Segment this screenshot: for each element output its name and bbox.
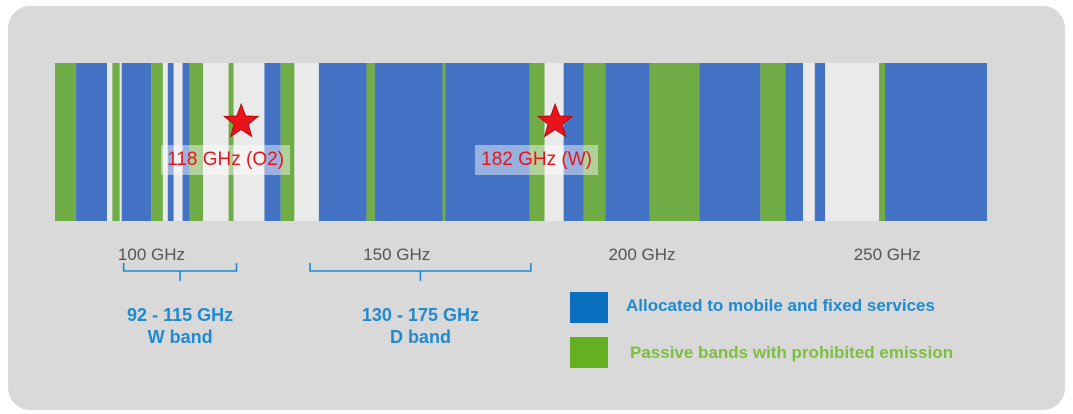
band-allocated-29 — [699, 63, 761, 221]
legend-label-allocated: Allocated to mobile and fixed services — [626, 296, 935, 315]
band-unallocated-34 — [825, 63, 880, 221]
band-passive-11 — [189, 63, 204, 221]
band-unallocated-7 — [162, 63, 168, 221]
range-brace — [309, 263, 532, 281]
band-passive-13 — [228, 63, 234, 221]
tick-label-100: 100 GHz — [117, 245, 185, 264]
band-allocated-1 — [76, 63, 107, 221]
d-band-range-label: 130 - 175 GHz D band — [320, 304, 520, 348]
star-icon — [223, 102, 260, 138]
d-band-name: D band — [389, 327, 451, 347]
legend-swatch-allocated — [570, 292, 608, 323]
band-allocated-27 — [605, 63, 650, 221]
band-unallocated-2 — [106, 63, 113, 221]
band-allocated-20 — [374, 63, 443, 221]
star-icon — [536, 102, 574, 138]
band-passive-0 — [55, 63, 77, 221]
band-unallocated-12 — [203, 63, 229, 221]
range-braces — [122, 263, 532, 281]
band-unallocated-14 — [233, 63, 265, 221]
tick-label-150: 150 GHz — [363, 245, 431, 264]
band-passive-23 — [529, 63, 545, 221]
band-unallocated-32 — [803, 63, 815, 221]
band-allocated-18 — [318, 63, 367, 221]
band-passive-28 — [649, 63, 700, 221]
band-unallocated-9 — [173, 63, 183, 221]
band-allocated-33 — [814, 63, 826, 221]
band-allocated-31 — [785, 63, 804, 221]
band-unallocated-4 — [119, 63, 122, 221]
d-band-frequency: 130 - 175 GHz — [361, 305, 479, 325]
band-allocated-36 — [884, 63, 987, 221]
tick-label-200: 200 GHz — [608, 245, 676, 264]
band-strip — [55, 63, 987, 221]
w-band-name: W band — [147, 327, 213, 347]
legend-swatch-passive — [570, 337, 608, 368]
band-passive-21 — [442, 63, 446, 221]
band-allocated-5 — [121, 63, 152, 221]
band-passive-16 — [280, 63, 295, 221]
band-unallocated-17 — [294, 63, 319, 221]
band-allocated-10 — [182, 63, 190, 221]
marker-label-118: 118 GHz (O2) — [161, 145, 291, 175]
tick-label-250: 250 GHz — [853, 245, 921, 264]
band-allocated-15 — [264, 63, 281, 221]
marker-layer — [223, 102, 574, 138]
band-allocated-25 — [563, 63, 584, 221]
band-passive-6 — [151, 63, 163, 221]
band-passive-3 — [112, 63, 120, 221]
band-allocated-8 — [167, 63, 174, 221]
w-band-frequency: 92 - 115 GHz — [127, 305, 234, 325]
band-passive-26 — [583, 63, 606, 221]
band-passive-30 — [760, 63, 786, 221]
band-allocated-22 — [445, 63, 530, 221]
range-brace — [122, 263, 238, 281]
legend-label-passive: Passive bands with prohibited emission — [630, 343, 954, 362]
marker-label-182: 182 GHz (W) — [475, 145, 598, 175]
band-passive-19 — [366, 63, 375, 221]
w-band-range-label: 92 - 115 GHz W band — [80, 304, 280, 348]
band-passive-35 — [879, 63, 885, 221]
band-unallocated-24 — [544, 63, 564, 221]
